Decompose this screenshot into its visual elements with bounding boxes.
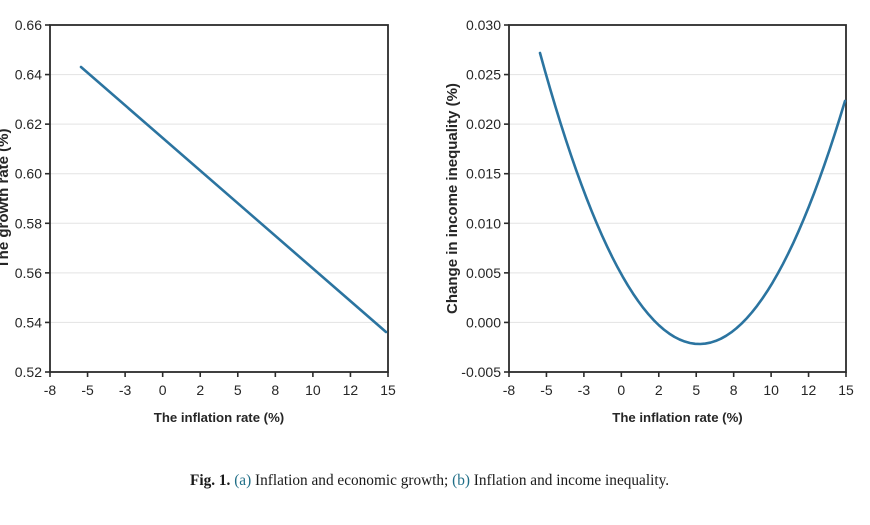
svg-text:0.58: 0.58 — [15, 215, 42, 231]
svg-text:12: 12 — [343, 382, 359, 398]
svg-text:0.62: 0.62 — [15, 116, 42, 132]
svg-text:0.010: 0.010 — [466, 215, 501, 231]
svg-text:0.54: 0.54 — [15, 314, 42, 330]
svg-text:15: 15 — [838, 382, 854, 398]
svg-text:-5: -5 — [81, 382, 94, 398]
svg-text:-3: -3 — [119, 382, 132, 398]
svg-text:2: 2 — [655, 382, 663, 398]
svg-text:The growth rate (%): The growth rate (%) — [0, 128, 12, 268]
svg-text:0.52: 0.52 — [15, 364, 42, 380]
svg-text:0.56: 0.56 — [15, 265, 42, 281]
svg-text:0.66: 0.66 — [15, 17, 42, 33]
svg-text:-3: -3 — [578, 382, 591, 398]
svg-text:8: 8 — [271, 382, 279, 398]
svg-text:0: 0 — [617, 382, 625, 398]
svg-text:8: 8 — [730, 382, 738, 398]
svg-text:10: 10 — [305, 382, 321, 398]
svg-text:0.020: 0.020 — [466, 116, 501, 132]
svg-text:0.000: 0.000 — [466, 314, 501, 330]
svg-text:0.030: 0.030 — [466, 17, 501, 33]
svg-text:0.015: 0.015 — [466, 166, 501, 182]
svg-text:-8: -8 — [44, 382, 57, 398]
svg-text:0.60: 0.60 — [15, 166, 42, 182]
svg-text:12: 12 — [801, 382, 817, 398]
svg-text:5: 5 — [234, 382, 242, 398]
svg-text:0: 0 — [159, 382, 167, 398]
svg-text:0.025: 0.025 — [466, 67, 501, 83]
svg-text:2: 2 — [196, 382, 204, 398]
svg-text:-0.005: -0.005 — [461, 364, 501, 380]
svg-text:The inflation rate (%): The inflation rate (%) — [612, 410, 742, 425]
svg-text:-5: -5 — [540, 382, 553, 398]
svg-text:10: 10 — [763, 382, 779, 398]
svg-text:15: 15 — [380, 382, 396, 398]
svg-text:5: 5 — [692, 382, 700, 398]
svg-text:The inflation rate (%): The inflation rate (%) — [154, 410, 284, 425]
svg-text:0.005: 0.005 — [466, 265, 501, 281]
svg-text:0.64: 0.64 — [15, 67, 42, 83]
svg-text:Change in income inequality (%: Change in income inequality (%) — [444, 83, 461, 314]
svg-text:-8: -8 — [503, 382, 516, 398]
